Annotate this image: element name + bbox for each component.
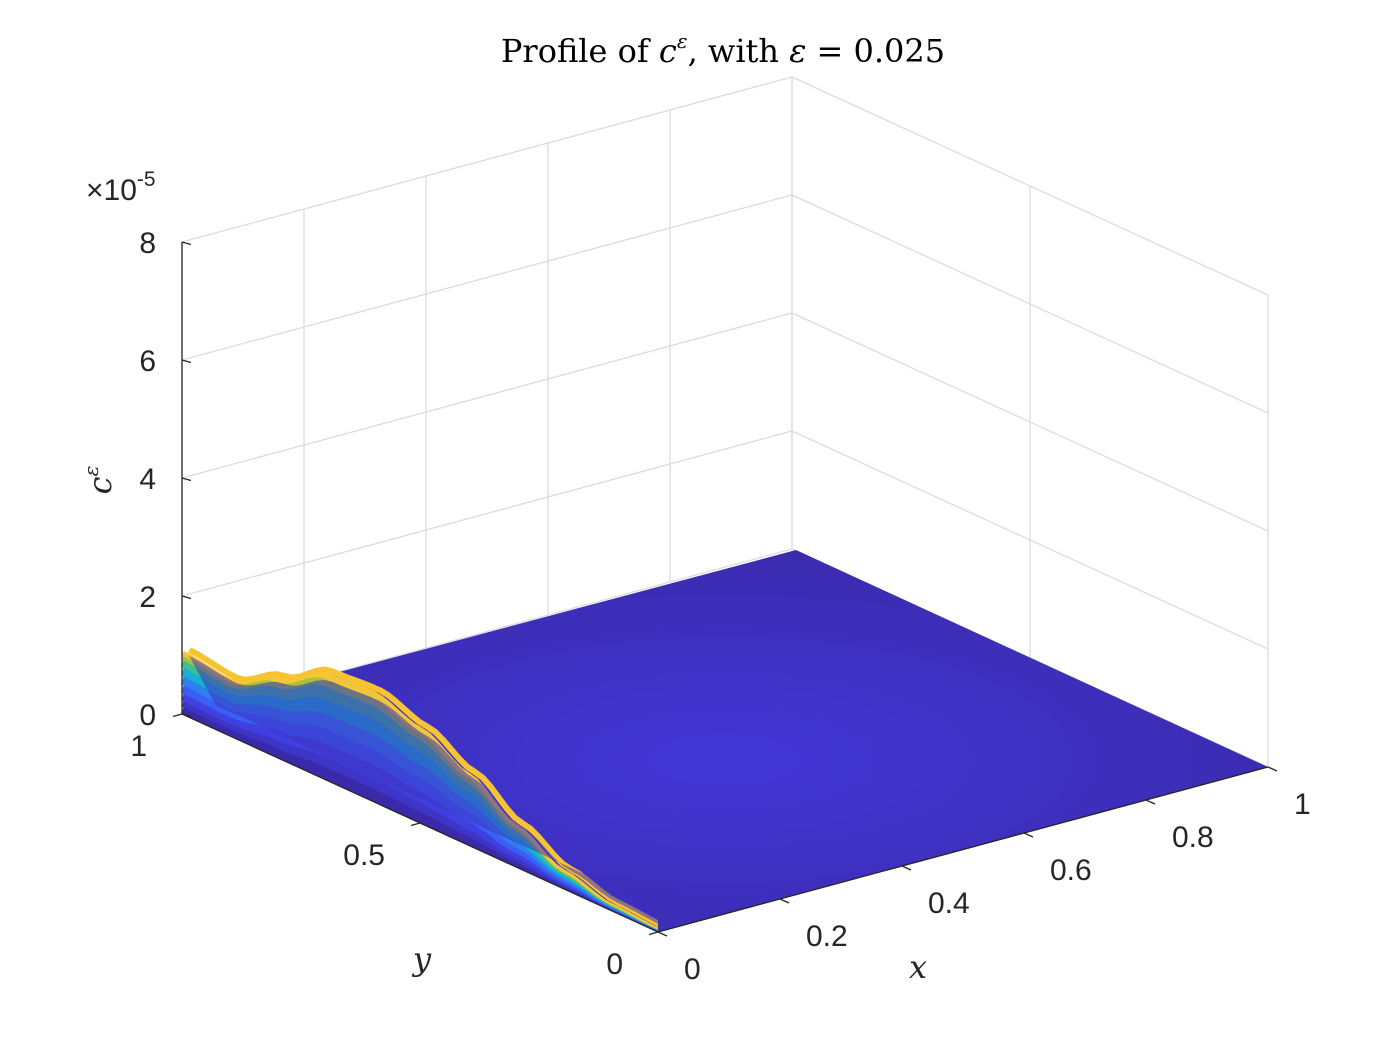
x-tick-label: 0 <box>684 953 701 986</box>
x-tick-label: 0.4 <box>928 887 970 920</box>
z-tick-mark <box>181 241 192 246</box>
y-tick-label: 0.5 <box>343 839 385 872</box>
surface-ridge <box>181 647 692 933</box>
z-tick-label: 2 <box>139 581 156 614</box>
x-tick-mark <box>657 931 668 937</box>
y-axis-label: y <box>411 940 432 978</box>
z-tick-label: 8 <box>139 227 156 260</box>
ridge-decay-slope <box>189 656 692 928</box>
z-tick-mark <box>181 713 192 718</box>
x-tick-label: 0.2 <box>806 920 848 953</box>
grid-line-z <box>181 430 1269 650</box>
z-tick-mark <box>181 477 192 482</box>
x-tick-mark <box>901 865 912 871</box>
ridge-front-face <box>658 892 676 932</box>
y-tick-label: 0 <box>606 948 623 981</box>
x-tick-mark <box>1023 832 1034 838</box>
z-tick-mark <box>181 595 192 600</box>
y-tick-mark <box>410 822 421 827</box>
y-tick-mark <box>648 931 659 936</box>
z-tick-label: 4 <box>139 463 156 496</box>
grid-line-z <box>181 76 1269 296</box>
z-axis-label: cε <box>79 466 119 495</box>
x-axis-line <box>657 766 1269 933</box>
z-exponent-label: ×10-5 <box>86 168 156 207</box>
chart-title: Profile of cε, with ε = 0.025 <box>501 29 945 70</box>
y-tick-mark <box>172 713 183 718</box>
x-tick-mark <box>1267 766 1278 772</box>
z-tick-label: 0 <box>139 699 156 732</box>
grid-line-z <box>181 312 1269 532</box>
x-tick-label: 0.6 <box>1050 854 1092 887</box>
x-tick-mark <box>779 898 790 904</box>
z-tick-label: 6 <box>139 345 156 378</box>
x-tick-mark <box>1145 799 1156 805</box>
z-tick-mark <box>181 359 192 364</box>
x-tick-label: 1 <box>1294 788 1311 821</box>
x-tick-label: 0.8 <box>1172 821 1214 854</box>
x-axis-label: x <box>909 948 927 986</box>
grid-line-z <box>181 194 1269 414</box>
y-tick-label: 1 <box>130 730 147 763</box>
